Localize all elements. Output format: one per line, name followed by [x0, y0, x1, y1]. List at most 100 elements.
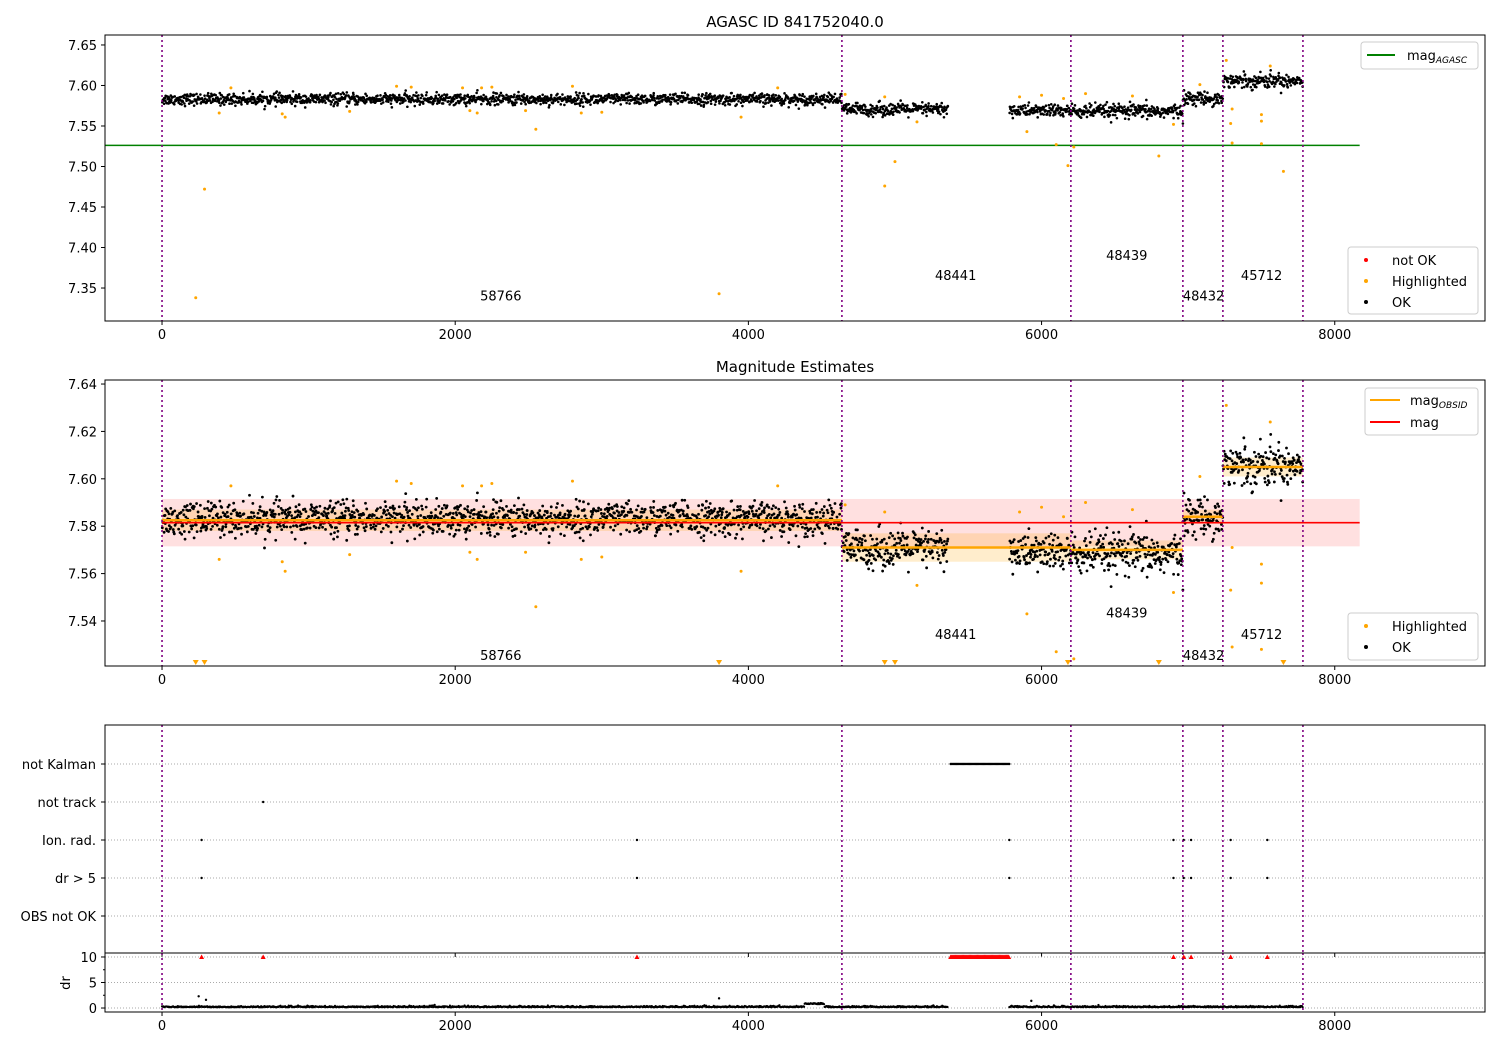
ok-point — [1082, 561, 1086, 565]
ok-point — [702, 103, 706, 107]
ok-point — [403, 500, 407, 504]
ok-point — [317, 511, 320, 515]
ok-point — [683, 91, 687, 95]
ok-point — [805, 526, 809, 530]
ok-point — [1270, 472, 1274, 476]
ok-point — [622, 509, 626, 513]
ok-point — [1067, 561, 1071, 565]
ok-point — [1023, 104, 1027, 107]
ok-point — [436, 97, 440, 101]
ok-point — [1074, 556, 1078, 560]
ok-point — [1166, 560, 1170, 564]
ok-point — [586, 527, 589, 531]
ok-point — [1246, 82, 1250, 85]
ok-point — [229, 96, 233, 99]
ok-point — [1059, 564, 1062, 568]
ok-point — [539, 532, 543, 535]
ok-point — [272, 92, 276, 96]
ok-point — [936, 557, 940, 561]
ok-point — [1092, 108, 1096, 111]
ok-point — [182, 513, 186, 517]
ok-point — [1273, 456, 1277, 460]
ok-point — [633, 99, 637, 102]
ok-point — [206, 91, 210, 95]
ok-point — [652, 93, 655, 97]
ok-point — [1108, 113, 1112, 117]
ok-point — [181, 100, 185, 103]
ok-point — [485, 531, 489, 535]
ok-point — [1236, 455, 1240, 459]
ok-point — [713, 94, 717, 98]
ok-point — [1033, 553, 1037, 557]
obsid-boundaries — [161, 35, 1304, 321]
ok-point — [1286, 482, 1290, 486]
ok-point — [869, 103, 872, 107]
ok-point — [549, 511, 553, 515]
ok-point — [809, 101, 813, 104]
ok-point — [786, 515, 790, 519]
ok-point — [206, 500, 210, 503]
ok-point — [871, 115, 875, 119]
ok-point — [381, 527, 385, 530]
ok-point — [892, 554, 895, 558]
ok-point — [221, 525, 225, 529]
highlighted-point — [893, 160, 897, 164]
ok-point — [619, 532, 623, 536]
ok-point — [352, 93, 355, 96]
ok-point — [353, 533, 357, 536]
ok-point — [1281, 460, 1285, 463]
ok-point — [939, 112, 942, 116]
ok-point — [551, 527, 555, 530]
ok-point — [1142, 536, 1146, 539]
ok-point — [339, 92, 343, 96]
ok-point — [219, 104, 222, 107]
ok-point — [369, 526, 373, 530]
ok-point — [284, 94, 288, 98]
ok-point — [1099, 103, 1102, 107]
ok-point — [582, 508, 586, 511]
ok-point — [303, 507, 307, 511]
ok-point — [871, 537, 874, 541]
ok-point — [882, 537, 886, 541]
ok-point — [1277, 449, 1280, 452]
ok-point — [865, 562, 869, 566]
ok-point — [208, 99, 212, 102]
ok-point — [597, 506, 601, 510]
ok-point — [1199, 502, 1203, 505]
ok-point — [755, 524, 759, 528]
ok-point — [945, 112, 949, 116]
ok-point — [1018, 562, 1021, 565]
ok-point — [307, 515, 310, 518]
ok-point — [652, 514, 656, 517]
ok-point — [645, 525, 649, 529]
ok-point — [1120, 543, 1124, 546]
ok-point — [1193, 102, 1196, 105]
legend-label-text: not OK — [1392, 254, 1437, 269]
ok-point — [1105, 526, 1109, 530]
ok-point — [195, 530, 199, 534]
ok-point — [783, 500, 786, 504]
ok-point — [1021, 107, 1024, 110]
legend-label: OK — [1392, 296, 1411, 311]
ok-point — [463, 94, 467, 98]
ok-point — [1286, 480, 1289, 484]
ok-point — [714, 100, 718, 103]
ok-point — [505, 93, 508, 97]
ok-point — [383, 510, 387, 513]
ok-point — [767, 506, 771, 509]
ok-point — [1027, 101, 1031, 104]
ok-point — [714, 524, 718, 528]
ok-point — [901, 534, 905, 538]
y-tick-label: 7.40 — [68, 242, 97, 257]
ok-point — [797, 545, 801, 549]
ok-point — [507, 526, 511, 530]
ok-point — [656, 509, 660, 512]
ok-point — [260, 495, 264, 499]
ok-point — [858, 537, 862, 540]
ok-point — [680, 91, 684, 95]
ok-point — [1130, 537, 1134, 541]
ok-point — [625, 502, 629, 506]
ok-point — [296, 513, 300, 517]
ok-point — [1034, 539, 1038, 543]
ok-point — [844, 539, 848, 542]
